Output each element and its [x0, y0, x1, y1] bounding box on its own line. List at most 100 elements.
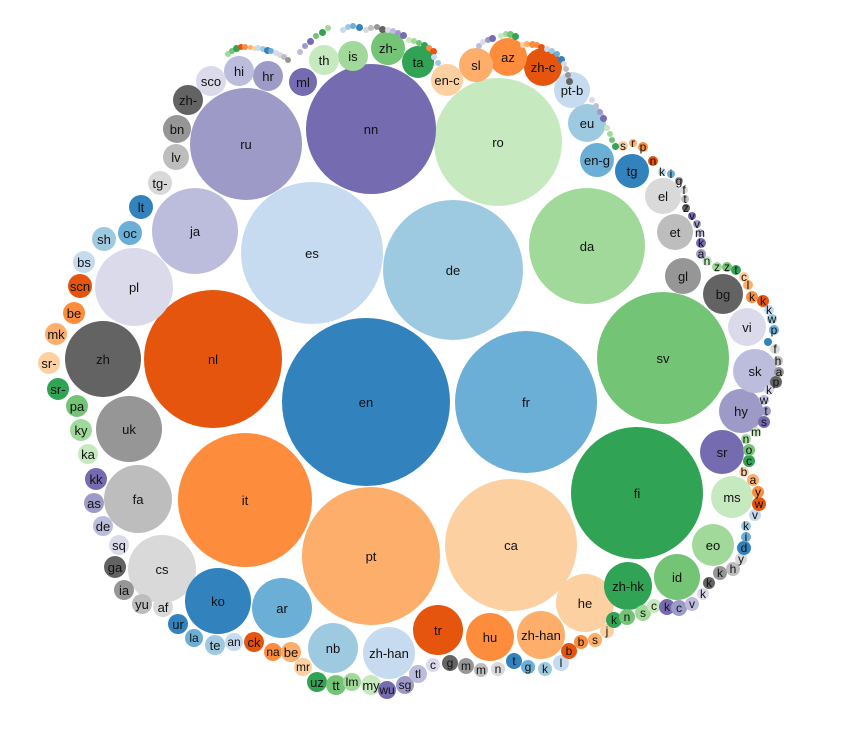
bubble-v[interactable]: v — [685, 597, 699, 611]
bubble-c[interactable]: c — [743, 455, 755, 467]
bubble-s[interactable]: s — [618, 140, 628, 152]
bubble-m[interactable]: m — [458, 658, 474, 674]
bubble-pl[interactable]: pl — [95, 248, 173, 326]
bubble-eo[interactable]: eo — [692, 524, 734, 566]
bubble-o[interactable]: o — [743, 444, 755, 456]
bubble-m[interactable]: m — [474, 663, 488, 677]
bubble-k[interactable]: k — [757, 295, 769, 307]
bubble-bg[interactable]: bg — [703, 274, 743, 314]
bubble-lt[interactable]: lt — [129, 195, 153, 219]
bubble-k[interactable]: k — [658, 166, 666, 178]
bubble-k[interactable]: k — [713, 566, 727, 580]
bubble-sr[interactable]: sr — [700, 430, 744, 474]
bubble-w[interactable]: w — [767, 313, 777, 325]
bubble-ga[interactable]: ga — [104, 556, 126, 578]
bubble-s[interactable]: s — [588, 633, 602, 647]
bubble-ml[interactable]: ml — [289, 68, 317, 96]
bubble-mk[interactable]: mk — [45, 323, 67, 345]
bubble-w[interactable]: w — [752, 497, 766, 511]
bubble[interactable] — [764, 338, 772, 346]
bubble-k[interactable]: k — [538, 662, 552, 676]
bubble-uk[interactable]: uk — [96, 396, 162, 462]
bubble-t[interactable]: t — [731, 264, 741, 276]
bubble-fi[interactable]: fi — [571, 427, 703, 559]
bubble-a[interactable]: a — [747, 474, 759, 486]
bubble-y[interactable]: y — [752, 486, 764, 498]
bubble-f[interactable]: f — [770, 343, 780, 355]
bubble-wu[interactable]: wu — [378, 681, 396, 699]
bubble-la[interactable]: la — [185, 629, 203, 647]
bubble-mr[interactable]: mr — [294, 658, 312, 676]
bubble-na[interactable]: na — [264, 643, 282, 661]
bubble-i[interactable]: i — [667, 168, 675, 180]
bubble-g[interactable]: g — [521, 660, 535, 674]
bubble-k[interactable]: k — [696, 237, 706, 249]
bubble-bs[interactable]: bs — [73, 251, 95, 273]
bubble-en-c[interactable]: en-c — [431, 64, 463, 96]
bubble-t[interactable]: t — [761, 405, 771, 417]
bubble-ur[interactable]: ur — [168, 614, 188, 634]
bubble-yu[interactable]: yu — [132, 594, 152, 614]
bubble-sr-[interactable]: sr- — [38, 352, 60, 374]
bubble-hu[interactable]: hu — [466, 613, 514, 661]
bubble-uz[interactable]: uz — [307, 672, 327, 692]
bubble-ia[interactable]: ia — [114, 580, 134, 600]
bubble-pt[interactable]: pt — [302, 487, 440, 625]
bubble-k[interactable]: k — [764, 304, 774, 316]
bubble-a[interactable]: a — [774, 366, 784, 378]
bubble-a[interactable]: a — [696, 248, 706, 260]
bubble-zh-han[interactable]: zh-han — [363, 627, 415, 679]
bubble-be[interactable]: be — [63, 302, 85, 324]
bubble-fa[interactable]: fa — [104, 465, 172, 533]
bubble-ro[interactable]: ro — [434, 78, 562, 206]
bubble-ko[interactable]: ko — [185, 568, 251, 634]
bubble-p[interactable]: p — [769, 324, 779, 336]
bubble-ck[interactable]: ck — [244, 632, 264, 652]
bubble-g[interactable]: g — [675, 175, 683, 187]
bubble-zh-han[interactable]: zh-han — [517, 611, 565, 659]
bubble-zh-[interactable]: zh- — [173, 85, 203, 115]
bubble-vi[interactable]: vi — [728, 308, 766, 346]
bubble-ky[interactable]: ky — [70, 419, 92, 441]
bubble-zh[interactable]: zh — [65, 321, 141, 397]
bubble-tl[interactable]: tl — [409, 665, 427, 683]
bubble-en[interactable]: en — [282, 318, 450, 486]
bubble-sr-[interactable]: sr- — [47, 378, 69, 400]
bubble-i[interactable]: i — [741, 531, 751, 543]
bubble-m[interactable]: m — [695, 227, 705, 239]
bubble-w[interactable]: w — [759, 394, 769, 406]
bubble-et[interactable]: et — [657, 214, 693, 250]
bubble-gl[interactable]: gl — [665, 258, 701, 294]
bubble-kk[interactable]: kk — [85, 468, 107, 490]
bubble-f[interactable]: f — [680, 184, 688, 196]
bubble-lv[interactable]: lv — [163, 144, 189, 170]
bubble-te[interactable]: te — [205, 635, 225, 655]
bubble-b[interactable]: b — [739, 466, 749, 478]
bubble-hi[interactable]: hi — [224, 56, 254, 86]
bubble-h[interactable]: h — [773, 355, 783, 367]
bubble-nl[interactable]: nl — [144, 290, 282, 428]
bubble-k[interactable]: k — [746, 291, 758, 303]
bubble-sl[interactable]: sl — [459, 48, 493, 82]
bubble-hr[interactable]: hr — [253, 61, 283, 91]
bubble-ru[interactable]: ru — [190, 88, 302, 200]
bubble-sv[interactable]: sv — [597, 292, 729, 424]
bubble-c[interactable]: c — [739, 271, 749, 283]
bubble-es[interactable]: es — [241, 182, 383, 324]
bubble-g[interactable]: g — [442, 655, 458, 671]
bubble-z[interactable]: z — [712, 261, 722, 273]
bubble-sh[interactable]: sh — [92, 227, 116, 251]
bubble-an[interactable]: an — [225, 633, 243, 651]
bubble-nn[interactable]: nn — [306, 64, 436, 194]
bubble-z[interactable]: z — [722, 261, 732, 273]
bubble-nb[interactable]: nb — [308, 623, 358, 673]
bubble-s[interactable]: s — [758, 416, 770, 428]
bubble-d[interactable]: d — [737, 541, 751, 555]
bubble-ka[interactable]: ka — [78, 444, 98, 464]
bubble-m[interactable]: m — [751, 426, 761, 438]
bubble-t[interactable]: t — [506, 653, 522, 669]
bubble-tg[interactable]: tg — [615, 154, 649, 188]
bubble-k[interactable]: k — [697, 588, 709, 600]
bubble-v[interactable]: v — [688, 210, 696, 222]
bubble-k[interactable]: k — [703, 577, 715, 589]
